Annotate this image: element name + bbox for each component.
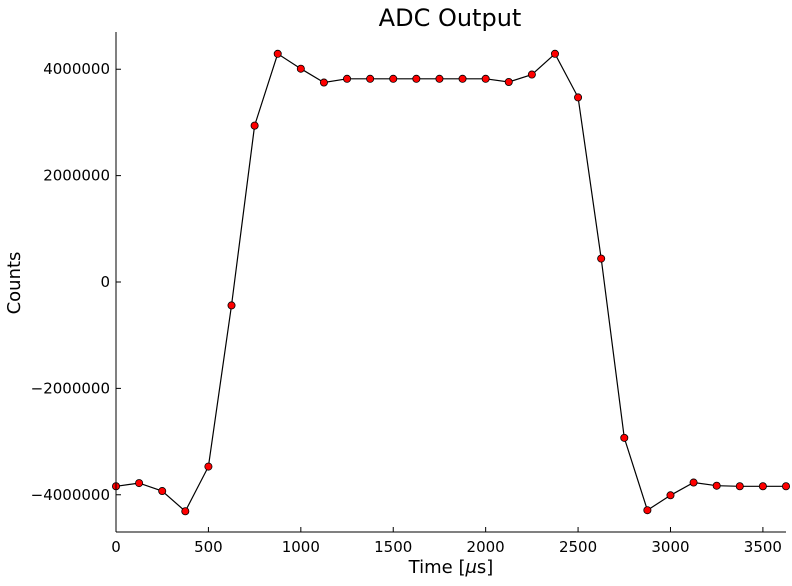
data-point bbox=[389, 74, 398, 83]
x-tick-label: 3500 bbox=[744, 538, 782, 556]
data-point bbox=[250, 121, 259, 130]
data-point bbox=[574, 93, 583, 102]
y-tick-label: 0 bbox=[100, 273, 110, 291]
x-tick-label: 1000 bbox=[282, 538, 320, 556]
data-point bbox=[735, 482, 744, 491]
data-point bbox=[273, 49, 282, 58]
y-tick-label: 2000000 bbox=[43, 167, 110, 185]
data-point bbox=[343, 74, 352, 83]
y-tick-label: 4000000 bbox=[43, 60, 110, 78]
y-tick-label: −2000000 bbox=[31, 379, 110, 397]
data-point bbox=[412, 74, 421, 83]
x-axis-label: Time [μs] bbox=[408, 557, 494, 578]
x-tick-label: 1500 bbox=[374, 538, 412, 556]
data-point bbox=[620, 433, 629, 442]
y-tick-label: −4000000 bbox=[31, 486, 110, 504]
data-point bbox=[782, 482, 791, 491]
x-tick-label: 2000 bbox=[467, 538, 505, 556]
x-axis-ticks: 0 500 1000 1500 2000 2500 3000 3500 bbox=[111, 527, 782, 556]
x-tick-label: 3000 bbox=[651, 538, 689, 556]
y-axis-ticks: 4000000 2000000 0 −2000000 −4000000 bbox=[31, 60, 121, 504]
y-axis-label: Counts bbox=[4, 252, 25, 315]
x-tick-label: 2500 bbox=[559, 538, 597, 556]
x-axis-label-suffix: s] bbox=[477, 557, 493, 578]
chart-title: ADC Output bbox=[379, 4, 522, 32]
data-point bbox=[227, 301, 236, 310]
data-point bbox=[712, 481, 721, 490]
series-line bbox=[115, 52, 786, 513]
data-point bbox=[435, 74, 444, 83]
data-point bbox=[181, 507, 190, 516]
data-point bbox=[458, 74, 467, 83]
data-point bbox=[527, 70, 536, 79]
data-point bbox=[135, 479, 144, 488]
data-point bbox=[758, 482, 767, 491]
data-point bbox=[319, 78, 328, 87]
x-axis-label-unit: μ bbox=[464, 557, 476, 578]
data-point bbox=[504, 78, 513, 87]
data-point bbox=[481, 74, 490, 83]
x-tick-label: 500 bbox=[194, 538, 223, 556]
data-point bbox=[366, 74, 375, 83]
data-point bbox=[550, 49, 559, 58]
data-point bbox=[597, 254, 606, 263]
data-point bbox=[643, 506, 652, 515]
data-point bbox=[666, 491, 675, 500]
plot-series bbox=[112, 49, 791, 516]
data-point bbox=[296, 64, 305, 73]
x-axis-label-prefix: Time [ bbox=[408, 557, 466, 578]
x-tick-label: 0 bbox=[111, 538, 121, 556]
data-point bbox=[689, 478, 698, 487]
data-point bbox=[158, 487, 167, 496]
data-point bbox=[204, 462, 213, 471]
